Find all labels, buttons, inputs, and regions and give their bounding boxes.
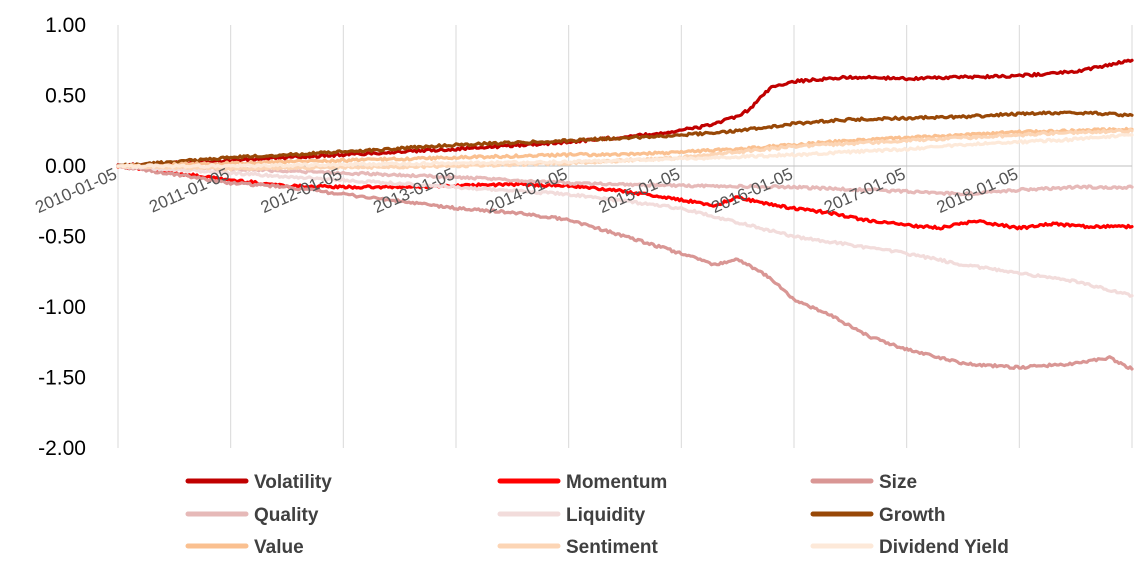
vertical-gridlines: [230, 25, 1133, 448]
y-tick-label: 1.00: [45, 14, 86, 37]
series-lines: [116, 58, 1134, 371]
chart-legend: Volatility Momentum Size Quality Liquidity Gr…: [185, 472, 1009, 558]
y-tick-label: -0.50: [38, 226, 86, 249]
legend-label-momentum: Momentum: [566, 472, 667, 493]
legend-label-liquidity: Liquidity: [566, 505, 646, 526]
series-line-quality: [116, 163, 1134, 197]
y-tick-label: 0.00: [45, 155, 86, 178]
series-line-dividend-yield: [116, 132, 1134, 169]
y-tick-label: -1.00: [38, 296, 86, 319]
legend-label-value: Value: [254, 537, 304, 558]
legend-label-quality: Quality: [254, 505, 319, 526]
y-tick-label: -1.50: [38, 367, 86, 390]
series-line-size: [116, 164, 1134, 371]
y-tick-label: -2.00: [38, 437, 86, 460]
x-tick-label: 2016-01-05: [708, 164, 795, 217]
x-axis-tick-labels: 2010-01-05 2011-01-05 2012-01-05 2013-01-05…: [32, 164, 1021, 217]
legend-label-sentiment: Sentiment: [566, 537, 659, 558]
legend-label-dividend-yield: Dividend Yield: [879, 537, 1009, 558]
y-tick-label: 0.50: [45, 85, 86, 108]
y-axis-tick-labels: 1.00 0.50 0.00 -0.50 -1.00 -1.50 -2.00: [38, 14, 86, 460]
series-line-growth: [116, 110, 1134, 168]
series-line-liquidity: [116, 163, 1134, 298]
legend-label-growth: Growth: [879, 505, 946, 526]
series-line-volatility: [116, 58, 1134, 169]
legend-label-volatility: Volatility: [254, 472, 332, 493]
x-tick-label: 2013-01-05: [370, 164, 457, 217]
legend-label-size: Size: [879, 472, 917, 493]
